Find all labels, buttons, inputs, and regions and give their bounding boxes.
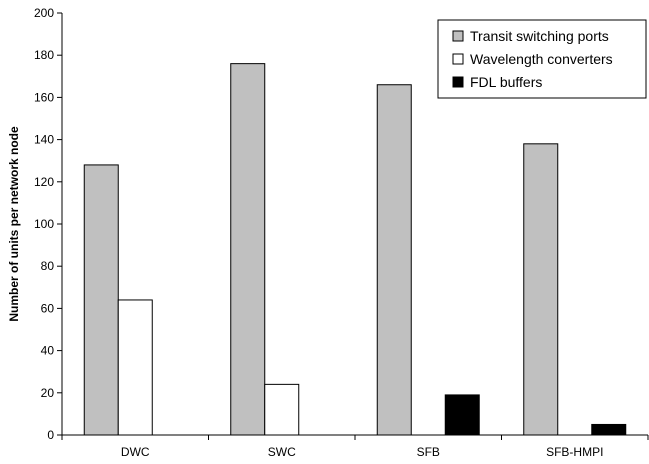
x-tick-label: SFB [417,445,440,459]
bar-sfb-hmpi-fdl-buffers [591,423,627,436]
y-tick-label: 80 [41,259,55,273]
x-tick-label: SWC [268,445,296,459]
y-tick-label: 20 [41,386,55,400]
legend: Transit switching ports Wavelength conver… [437,19,647,99]
bar-dwc-transit-switching-ports [83,164,119,436]
y-tick-label: 140 [34,133,54,147]
bar-sfb-hmpi-transit-switching-ports [523,143,559,436]
legend-label: Wavelength converters [470,51,613,67]
legend-swatch [452,30,464,42]
y-tick-label: 60 [41,301,55,315]
bar-swc-transit-switching-ports [230,63,266,436]
bars [83,63,627,436]
y-tick-label: 0 [47,428,54,442]
bar-sfb-fdl-buffers [444,394,480,436]
legend-swatch [452,76,464,88]
x-tick-label: SFB-HMPI [546,445,603,459]
y-tick-label: 100 [34,217,54,231]
y-axis-label: Number of units per network node [7,126,21,322]
x-axis: DWC SWC SFB SFB-HMPI [61,434,649,459]
legend-label: Transit switching ports [470,28,609,44]
bar-dwc-wavelength-converters [117,299,153,436]
x-tick-label: DWC [121,445,150,459]
legend-swatch [452,53,464,65]
y-tick-label: 40 [41,344,55,358]
y-tick-label: 180 [34,48,54,62]
legend-box [437,19,647,99]
bar-sfb-transit-switching-ports [376,84,412,436]
legend-label: FDL buffers [470,74,542,90]
y-axis: 0 20 40 60 80 100 120 140 160 180 200 [34,6,63,442]
y-tick-label: 160 [34,90,54,104]
bar-swc-wavelength-converters [264,383,300,436]
y-tick-label: 200 [34,6,54,20]
y-tick-label: 120 [34,175,54,189]
